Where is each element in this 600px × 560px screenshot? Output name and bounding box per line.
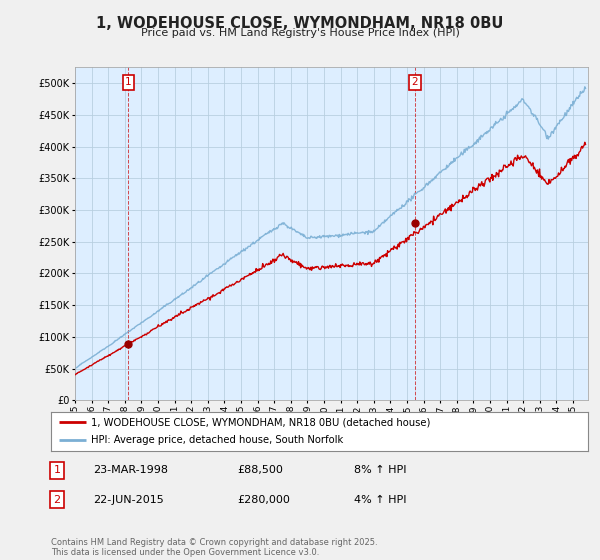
Text: Contains HM Land Registry data © Crown copyright and database right 2025.
This d: Contains HM Land Registry data © Crown c… — [51, 538, 377, 557]
Text: £280,000: £280,000 — [237, 494, 290, 505]
Text: 8% ↑ HPI: 8% ↑ HPI — [354, 465, 407, 475]
Text: £88,500: £88,500 — [237, 465, 283, 475]
Text: HPI: Average price, detached house, South Norfolk: HPI: Average price, detached house, Sout… — [91, 435, 344, 445]
Text: 2: 2 — [53, 494, 61, 505]
Text: 23-MAR-1998: 23-MAR-1998 — [93, 465, 168, 475]
Text: 1, WODEHOUSE CLOSE, WYMONDHAM, NR18 0BU (detached house): 1, WODEHOUSE CLOSE, WYMONDHAM, NR18 0BU … — [91, 418, 431, 428]
Text: 4% ↑ HPI: 4% ↑ HPI — [354, 494, 407, 505]
Text: 22-JUN-2015: 22-JUN-2015 — [93, 494, 164, 505]
Text: 1, WODEHOUSE CLOSE, WYMONDHAM, NR18 0BU: 1, WODEHOUSE CLOSE, WYMONDHAM, NR18 0BU — [97, 16, 503, 31]
Text: 2: 2 — [412, 77, 418, 87]
Text: 1: 1 — [125, 77, 132, 87]
Text: Price paid vs. HM Land Registry's House Price Index (HPI): Price paid vs. HM Land Registry's House … — [140, 28, 460, 38]
Text: 1: 1 — [53, 465, 61, 475]
